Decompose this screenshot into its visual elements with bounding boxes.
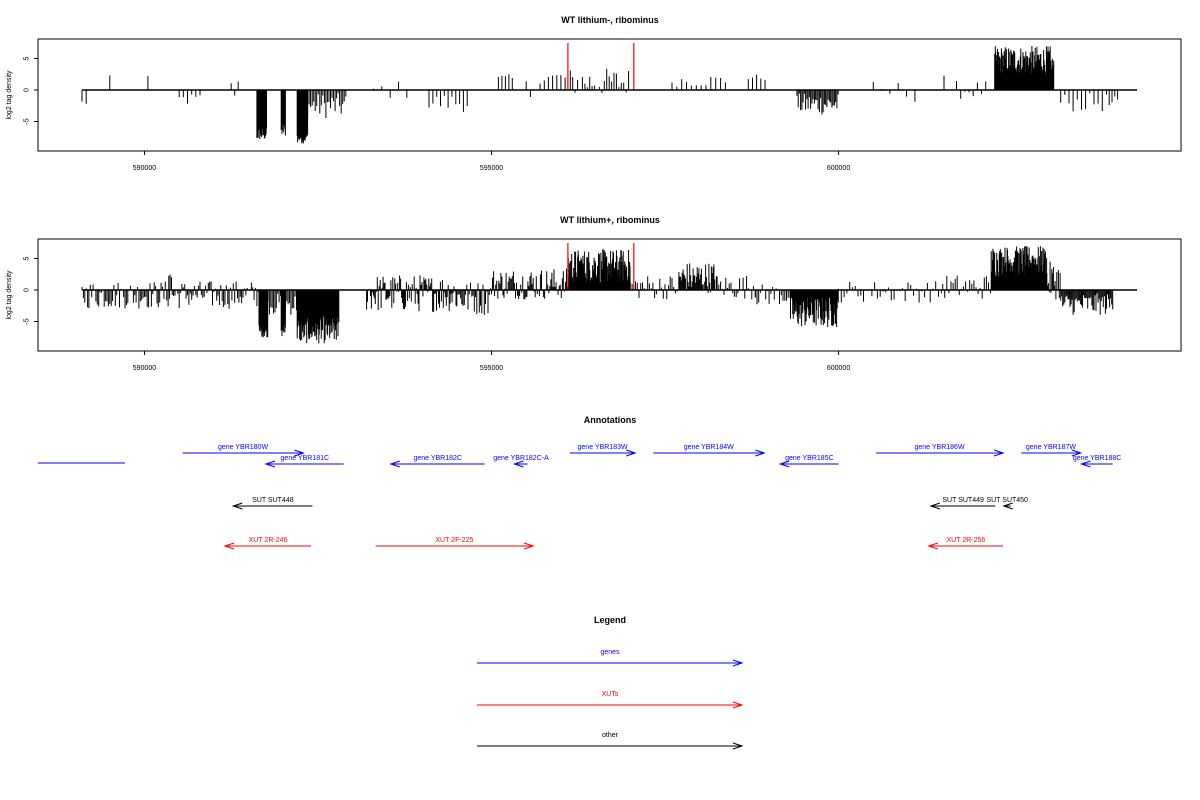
arrowhead-right-icon bbox=[294, 449, 305, 457]
y-axis-label: log2 tag density bbox=[6, 70, 13, 120]
x-tick-label: 600000 bbox=[827, 365, 850, 372]
arrowhead-right-icon bbox=[1071, 449, 1083, 457]
arrowhead-right-icon bbox=[626, 449, 637, 457]
feature-genes: gene YBR182C bbox=[389, 455, 485, 468]
legend-label: XUTs bbox=[602, 691, 619, 698]
legend: Legend genes XUTs other bbox=[477, 615, 744, 750]
feature-other: SUT SUT449 bbox=[929, 497, 996, 510]
x-tick-label: 590000 bbox=[133, 365, 156, 372]
feature-tracks: gene YBR180W gene YBR181C gene YBR182C gene… bbox=[38, 444, 1122, 550]
feature-genes: gene YBR187W bbox=[1021, 444, 1083, 457]
arrowhead-right-icon bbox=[523, 542, 535, 550]
legend-item: genes bbox=[477, 649, 744, 667]
feature-xuts: XUT 2F-225 bbox=[375, 537, 535, 550]
feature-label: gene YBR184W bbox=[684, 444, 734, 451]
arrowhead-right-icon bbox=[732, 742, 744, 750]
arrowhead-left-icon bbox=[1079, 460, 1091, 468]
feature-label: gene YBR183W bbox=[578, 444, 628, 451]
arrowhead-right-icon bbox=[755, 449, 766, 457]
feature-genes: gene YBR180W bbox=[182, 444, 305, 457]
feature-genes: gene YBR185C bbox=[778, 455, 839, 468]
feature-label: SUT SUT449 bbox=[942, 497, 984, 504]
feature-label: gene YBR180W bbox=[218, 444, 268, 451]
feature-label: XUT 2R-246 bbox=[249, 537, 288, 544]
arrowhead-left-icon bbox=[264, 460, 276, 468]
feature-genes: gene YBR184W bbox=[653, 444, 766, 457]
feature-label: gene YBR182C-A bbox=[493, 455, 549, 462]
x-tick-label: 595000 bbox=[480, 165, 503, 172]
highlight-markers bbox=[567, 243, 635, 290]
arrowhead-right-icon bbox=[732, 701, 744, 709]
feature-label: gene YBR186W bbox=[914, 444, 964, 451]
y-tick-label: -5 bbox=[24, 118, 31, 124]
feature-genes: gene YBR181C bbox=[264, 455, 344, 468]
legend-item: XUTs bbox=[477, 691, 744, 709]
y-tick-label: 0 bbox=[24, 288, 31, 292]
coverage-bars bbox=[81, 246, 1114, 344]
arrowhead-left-icon bbox=[223, 542, 235, 550]
legend-item: other bbox=[477, 732, 744, 750]
feature-genes: gene YBR182C-A bbox=[493, 455, 549, 468]
y-axis-label: log2 tag density bbox=[6, 270, 13, 320]
arrowhead-left-icon bbox=[512, 460, 524, 468]
feature-label: XUT 2F-225 bbox=[435, 537, 473, 544]
y-tick-label: -5 bbox=[24, 318, 31, 324]
legend-title: Legend bbox=[594, 615, 626, 625]
feature-xuts: XUT 2R-256 bbox=[927, 537, 1004, 550]
feature-label: gene YBR187W bbox=[1026, 444, 1076, 451]
track-panel-lithium-minus: WT lithium-, ribominus log2 tag density … bbox=[6, 15, 1182, 172]
coverage-bars bbox=[81, 46, 1119, 144]
feature-other: SUT SUT450 bbox=[986, 497, 1028, 510]
plot-frame bbox=[37, 238, 1182, 352]
feature-label: gene YBR181C bbox=[281, 455, 330, 462]
x-tick-label: 595000 bbox=[480, 365, 503, 372]
x-axis: 590000 595000 600000 bbox=[133, 151, 850, 172]
feature-genes: gene YBR186W bbox=[876, 444, 1005, 457]
arrowhead-left-icon bbox=[231, 502, 243, 510]
feature-label: gene YBR185C bbox=[785, 455, 834, 462]
plot-frame bbox=[37, 38, 1182, 152]
feature-xuts: XUT 2R-246 bbox=[223, 537, 312, 550]
arrowhead-right-icon bbox=[993, 449, 1005, 457]
arrowhead-left-icon bbox=[929, 502, 941, 510]
feature-label: gene YBR188C bbox=[1073, 455, 1122, 462]
feature-label: XUT 2R-256 bbox=[947, 537, 986, 544]
legend-items: genes XUTs other bbox=[477, 649, 744, 750]
panel-title: WT lithium+, ribominus bbox=[560, 215, 660, 225]
arrowhead-left-icon bbox=[927, 542, 938, 550]
feature-label: SUT SUT448 bbox=[252, 497, 294, 504]
highlight-markers bbox=[567, 43, 635, 90]
arrowhead-left-icon bbox=[778, 460, 790, 468]
legend-label: genes bbox=[600, 649, 620, 656]
x-tick-label: 600000 bbox=[827, 165, 850, 172]
arrowhead-right-icon bbox=[732, 659, 744, 667]
feature-label: gene YBR182C bbox=[413, 455, 462, 462]
y-axis: -5 0 5 bbox=[24, 56, 38, 125]
track-panel-lithium-plus: WT lithium+, ribominus log2 tag density … bbox=[6, 215, 1182, 372]
feature-genes: gene YBR183W bbox=[569, 444, 637, 457]
x-tick-label: 590000 bbox=[133, 165, 156, 172]
y-tick-label: 5 bbox=[24, 256, 31, 260]
y-tick-label: 5 bbox=[24, 56, 31, 60]
feature-other: SUT SUT448 bbox=[231, 497, 313, 510]
arrowhead-left-icon bbox=[1002, 502, 1013, 510]
panel-title: WT lithium-, ribominus bbox=[561, 15, 659, 25]
arrowhead-left-icon bbox=[389, 460, 401, 468]
x-axis: 590000 595000 600000 bbox=[133, 351, 850, 372]
feature-label: SUT SUT450 bbox=[986, 497, 1028, 504]
feature-genes: gene YBR188C bbox=[1073, 455, 1122, 468]
legend-label: other bbox=[602, 732, 619, 739]
y-tick-label: 0 bbox=[24, 88, 31, 92]
y-axis: -5 0 5 bbox=[24, 256, 38, 325]
annotations-title: Annotations bbox=[584, 415, 637, 425]
